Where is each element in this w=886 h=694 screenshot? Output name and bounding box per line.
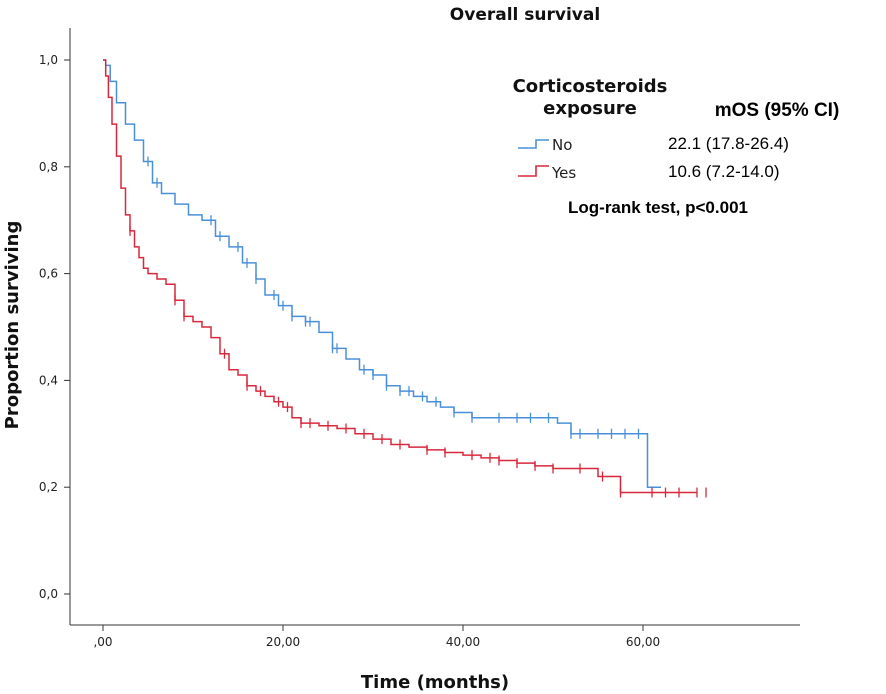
mos-header: mOS (95% CI) (715, 100, 840, 121)
y-tick-label: 0,8 (39, 160, 58, 174)
mos-value-yes: 10.6 (7.2-14.0) (668, 162, 780, 181)
chart-title: Overall survival (450, 5, 600, 25)
survival-curve-yes (103, 59, 697, 494)
x-tick-label: 20,00 (266, 635, 300, 649)
survival-curve-no (103, 59, 661, 488)
legend-swatch-yes (518, 165, 549, 177)
legend-label-yes: Yes (551, 164, 576, 182)
legend-title-line2: exposure (543, 98, 637, 119)
axes (69, 28, 800, 626)
legend-swatch-no (518, 139, 549, 149)
y-axis-title: Proportion surviving (2, 221, 23, 430)
mos-value-no: 22.1 (17.8-26.4) (668, 134, 789, 153)
log-rank-text: Log-rank test, p<0.001 (568, 198, 748, 217)
y-tick-label: 0,6 (39, 267, 58, 281)
legend-title-line1: Corticosteroids (513, 76, 668, 97)
series-layer (103, 59, 707, 498)
x-tick-label: ,00 (93, 635, 112, 649)
y-tick-label: 0,4 (39, 373, 58, 387)
x-tick-label: 60,00 (626, 635, 660, 649)
y-tick-label: 1,0 (39, 53, 58, 67)
legend: Corticosteroids exposure mOS (95% CI) No… (513, 76, 840, 217)
ticks: ,00 20,00 40,00 60,00 0,0 0,2 0,4 0,6 0,8 1,0 (39, 53, 660, 649)
x-axis-title: Time (months) (361, 672, 509, 693)
legend-label-no: No (552, 136, 572, 154)
y-tick-label: 0,0 (39, 587, 58, 601)
y-tick-label: 0,2 (39, 480, 58, 494)
x-tick-label: 40,00 (446, 635, 480, 649)
